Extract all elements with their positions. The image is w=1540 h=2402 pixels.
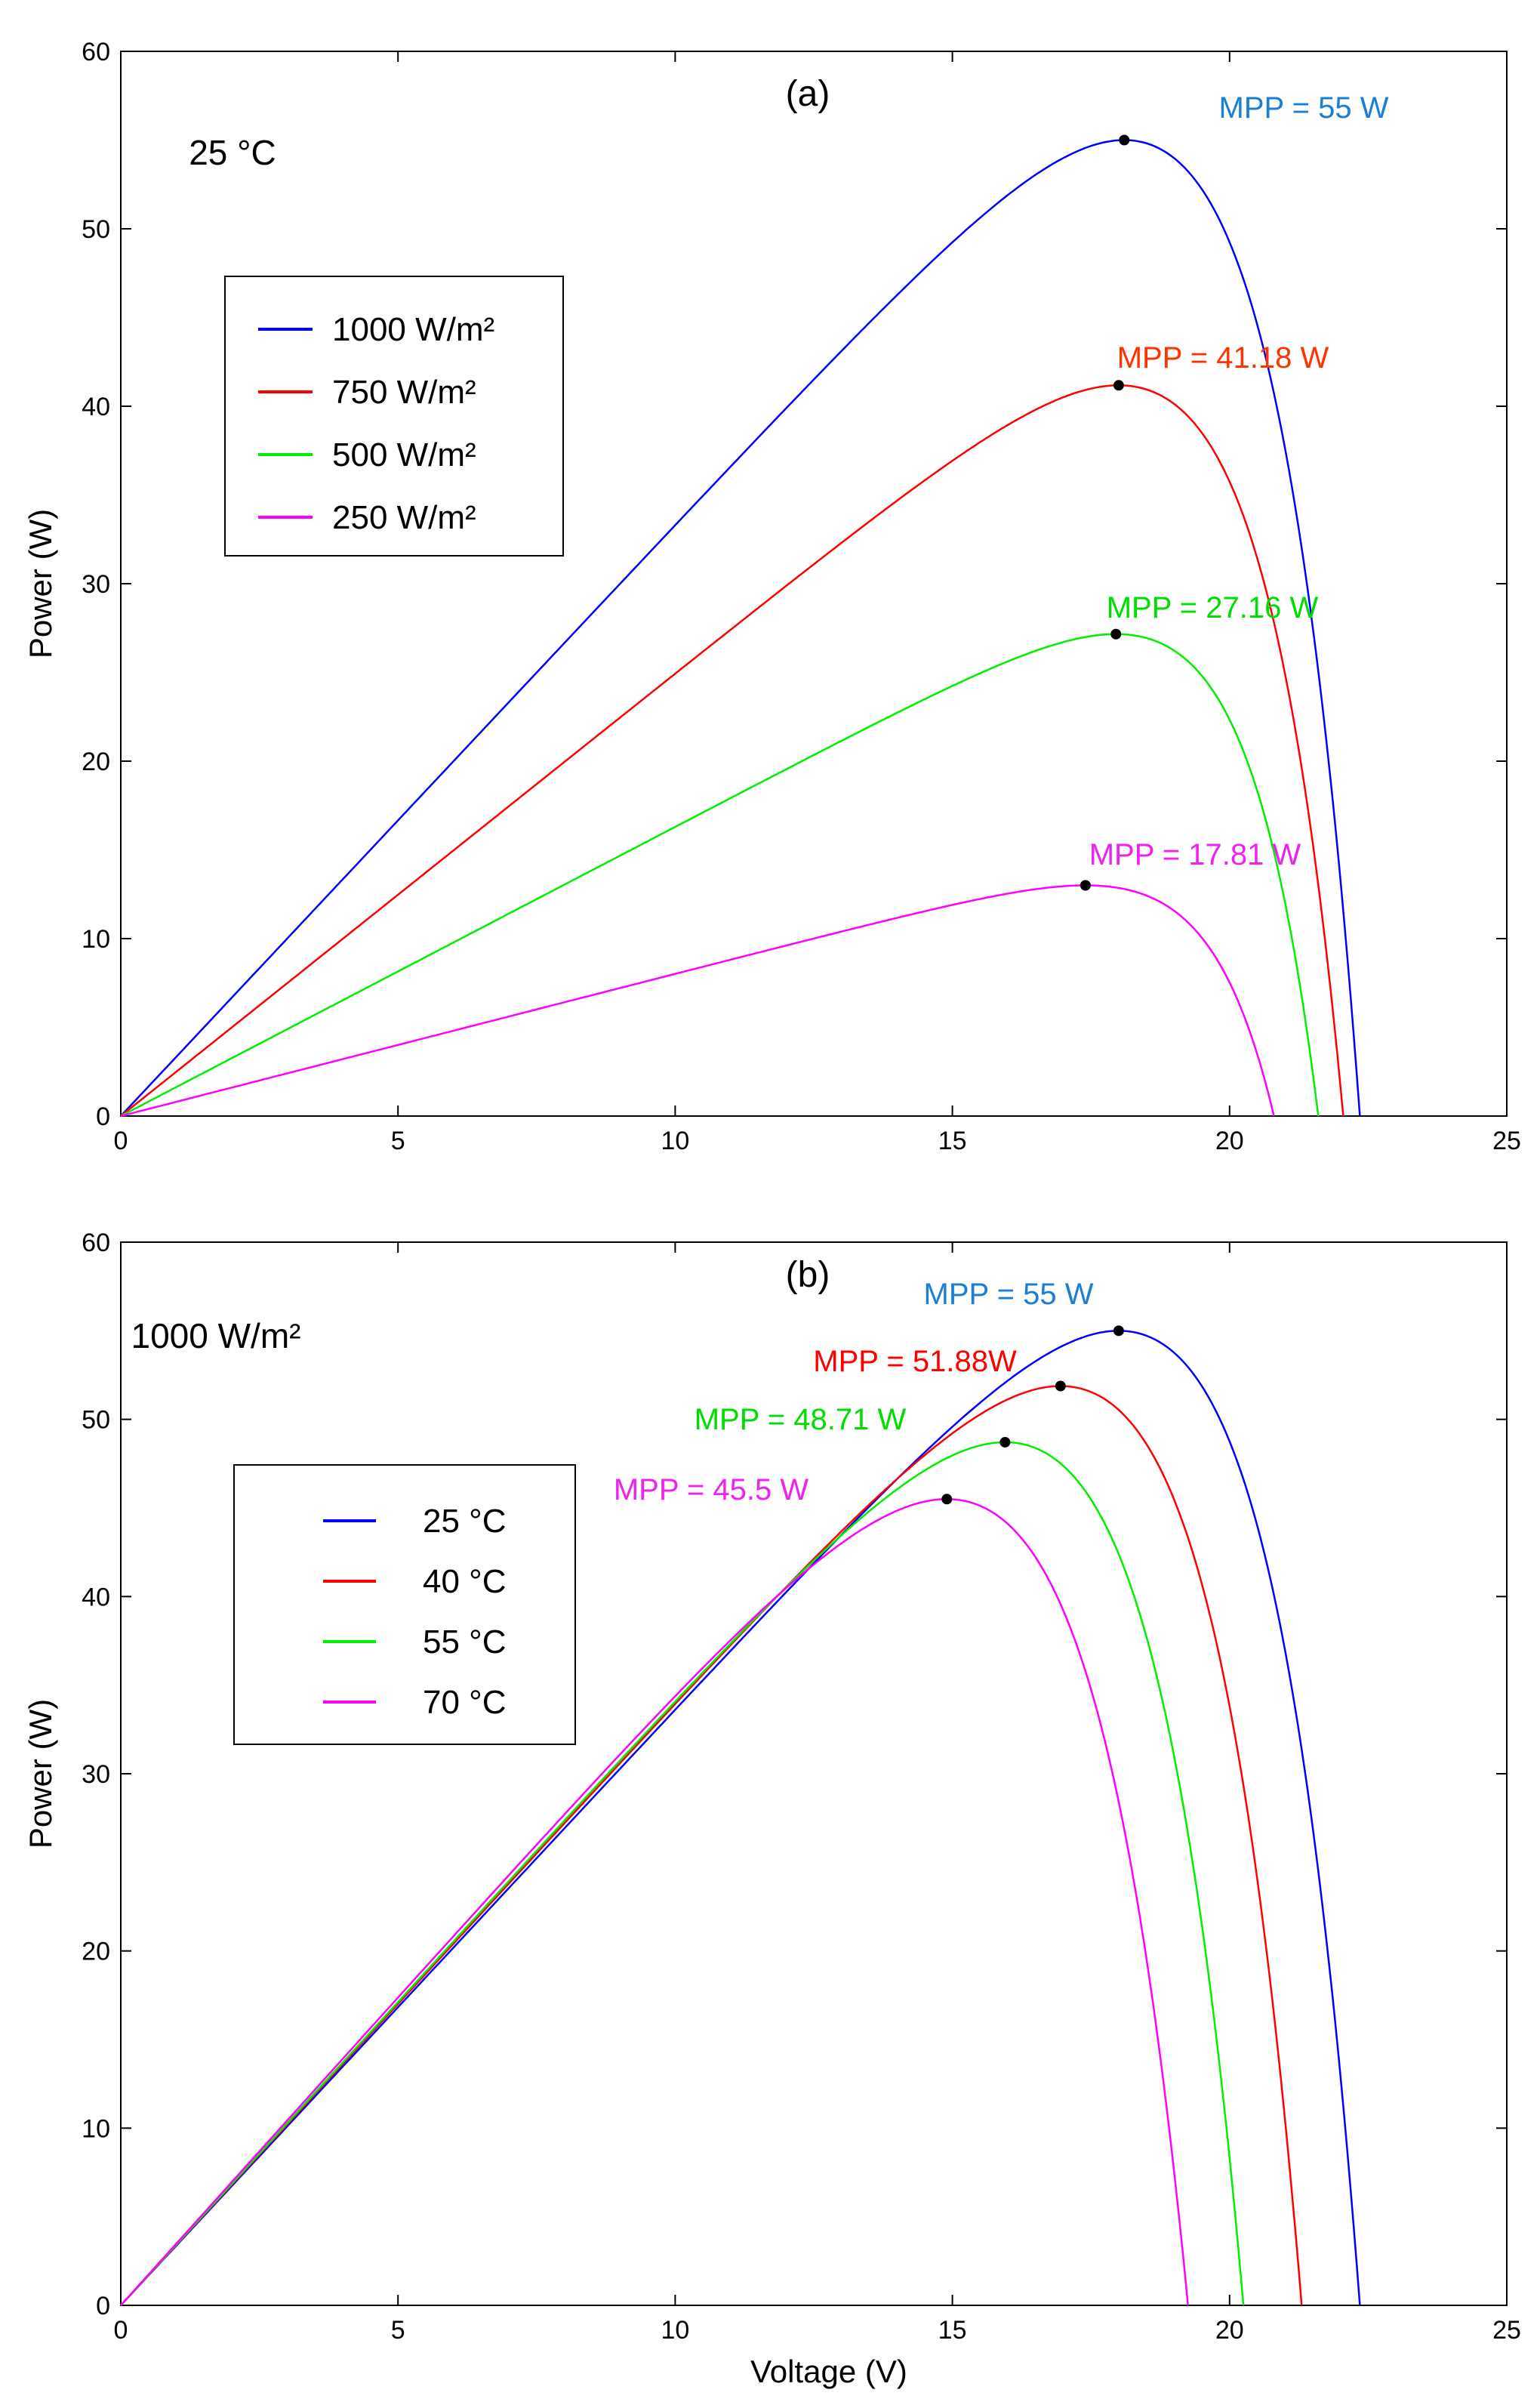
y-tick-label: 0 <box>96 1102 110 1131</box>
x-tick-label: 25 <box>1492 1127 1521 1155</box>
y-tick-label: 30 <box>82 570 110 599</box>
y-tick-label: 0 <box>96 2292 110 2320</box>
mpp-label-0: MPP = 55 W <box>924 1278 1094 1311</box>
y-tick-label: 50 <box>82 1406 110 1435</box>
y-tick-label: 30 <box>82 1760 110 1789</box>
x-tick-label: 15 <box>938 2316 967 2345</box>
series-line-2 <box>120 1441 1245 2306</box>
x-tick-label: 5 <box>391 1127 405 1155</box>
series-line-0 <box>120 139 1361 1117</box>
chart-panel-b: 0 5 10 15 20 25 0 10 20 30 40 50 60 Power (W) Voltage … <box>23 1229 1521 2389</box>
mpp-marker-3 <box>1080 880 1091 891</box>
y-tick-label: 50 <box>82 215 110 244</box>
x-tick-label: 15 <box>938 1127 967 1155</box>
series-line-1 <box>120 384 1344 1117</box>
legend-entry-2: 500 W/m² <box>332 436 476 473</box>
legend-box <box>224 276 564 557</box>
mpp-label-1: MPP = 51.88W <box>813 1345 1017 1378</box>
y-tick-label: 20 <box>82 1938 110 1966</box>
legend-entry-1: 40 °C <box>423 1563 507 1600</box>
mpp-marker-1 <box>1055 1380 1066 1392</box>
y-tick-label: 10 <box>82 925 110 954</box>
y-tick-label: 20 <box>82 748 110 776</box>
x-tick-label: 0 <box>114 1127 128 1155</box>
mpp-label-3: MPP = 45.5 W <box>614 1473 809 1506</box>
plot-frame <box>120 1241 1508 2306</box>
legend-box <box>233 1464 576 1745</box>
mpp-marker-0 <box>1119 134 1130 146</box>
legend-entry-2: 55 °C <box>423 1623 507 1660</box>
plot-frame <box>120 51 1508 1117</box>
legend-entry-0: 25 °C <box>423 1503 507 1540</box>
x-tick-label: 10 <box>661 1127 689 1155</box>
condition-label: 25 °C <box>189 133 276 172</box>
x-tick-label: 10 <box>661 2316 689 2345</box>
mpp-marker-0 <box>1113 1325 1124 1337</box>
mpp-label-1: MPP = 41.18 W <box>1117 341 1329 375</box>
series-line-0 <box>120 1330 1361 2306</box>
x-tick-label: 20 <box>1215 1127 1244 1155</box>
mpp-label-3: MPP = 17.81 W <box>1089 838 1301 871</box>
mpp-label-2: MPP = 27.16 W <box>1107 591 1319 624</box>
y-tick-label: 40 <box>82 1583 110 1611</box>
mpp-label-2: MPP = 48.71 W <box>695 1403 907 1436</box>
y-tick-label: 10 <box>82 2114 110 2143</box>
chart-panel-a: 0 5 10 15 20 25 0 10 20 30 40 50 60 Power (W) (a) 25 °C… <box>23 38 1521 1155</box>
mpp-marker-1 <box>1113 380 1124 391</box>
panel-label: (a) <box>786 74 830 114</box>
mpp-marker-2 <box>1110 628 1122 640</box>
x-tick-label: 5 <box>391 2316 405 2345</box>
mpp-marker-2 <box>999 1436 1011 1448</box>
y-tick-label: 60 <box>82 1229 110 1257</box>
condition-label: 1000 W/m² <box>131 1316 301 1355</box>
x-tick-label: 25 <box>1492 2316 1521 2345</box>
legend-entry-0: 1000 W/m² <box>332 311 494 348</box>
legend-entry-3: 250 W/m² <box>332 499 476 536</box>
mpp-label-0: MPP = 55 W <box>1219 91 1389 125</box>
mpp-marker-3 <box>941 1494 953 1505</box>
y-axis-title: Power (W) <box>23 1699 58 1849</box>
panel-label: (b) <box>786 1255 830 1295</box>
x-axis-title: Voltage (V) <box>750 2354 907 2389</box>
x-tick-label: 0 <box>114 2316 128 2345</box>
legend-entry-3: 70 °C <box>423 1684 507 1721</box>
legend: 25 °C 40 °C 55 °C 70 °C <box>233 1464 576 1745</box>
legend: 1000 W/m² 750 W/m² 500 W/m² 250 W/m² <box>224 276 564 557</box>
series-line-3 <box>120 1498 1189 2306</box>
y-axis-title: Power (W) <box>23 509 58 658</box>
y-tick-label: 60 <box>82 38 110 66</box>
y-tick-label: 40 <box>82 393 110 421</box>
legend-entry-1: 750 W/m² <box>332 374 476 411</box>
x-tick-label: 20 <box>1215 2316 1244 2345</box>
